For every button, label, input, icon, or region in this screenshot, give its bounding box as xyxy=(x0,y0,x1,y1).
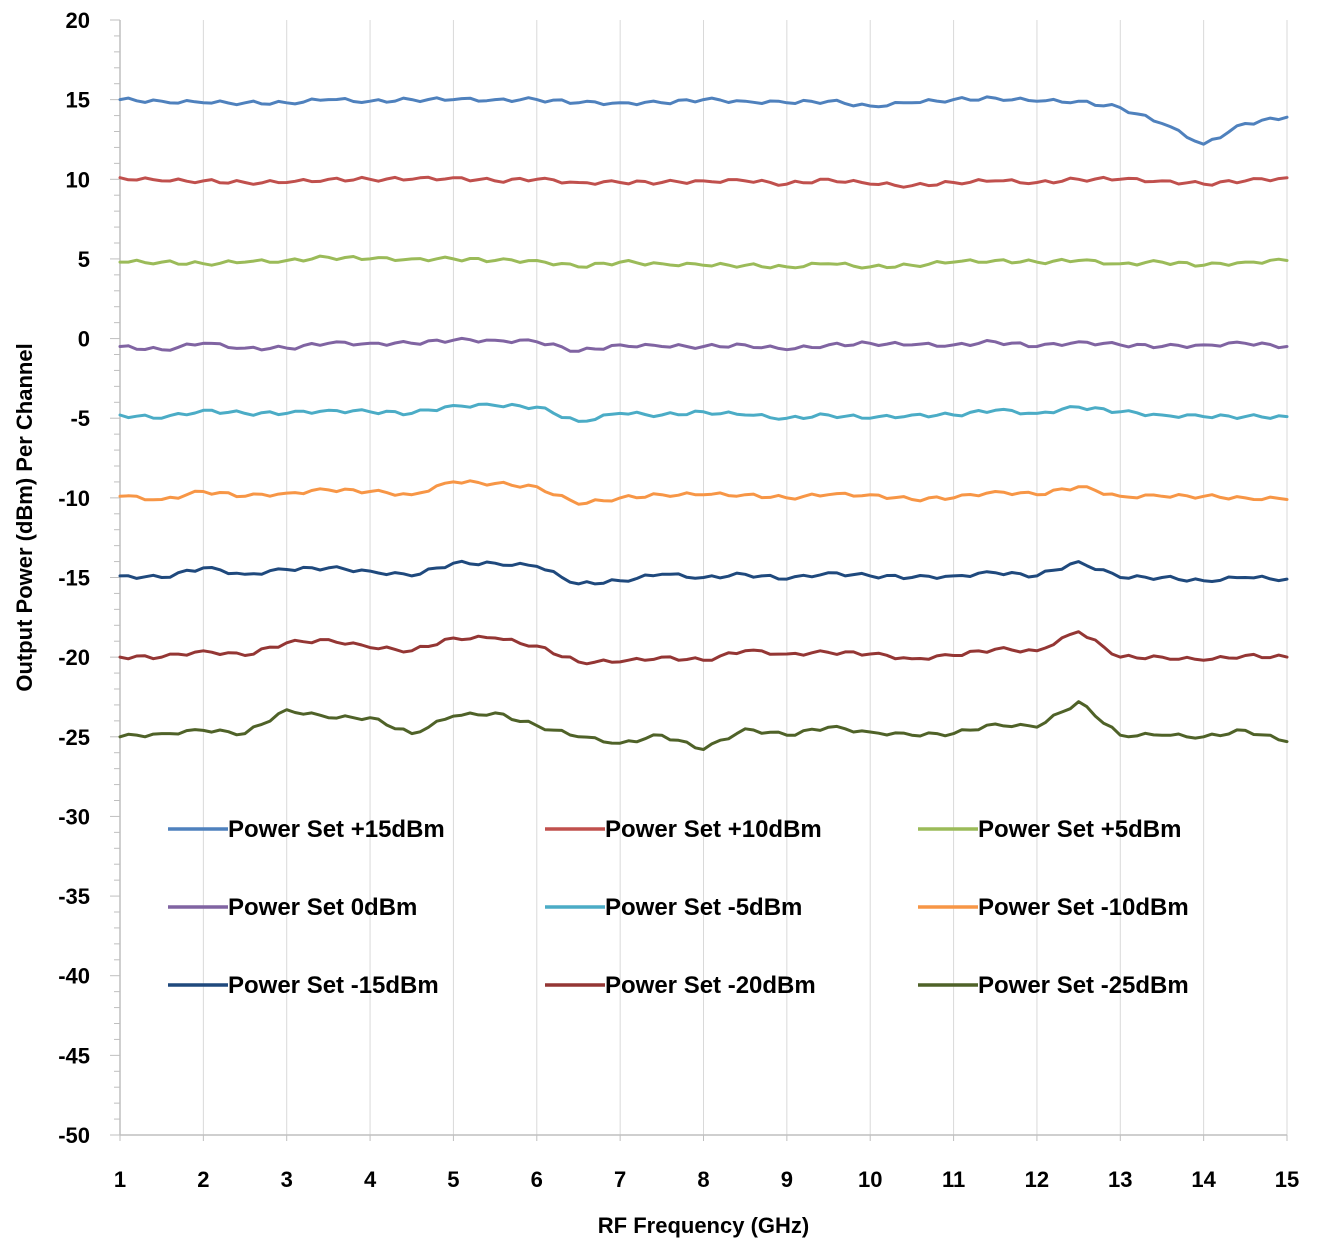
x-tick-label: 5 xyxy=(447,1167,459,1192)
y-tick-label: -50 xyxy=(58,1123,90,1148)
x-tick-label: 12 xyxy=(1025,1167,1049,1192)
x-tick-label: 6 xyxy=(531,1167,543,1192)
x-axis-title: RF Frequency (GHz) xyxy=(598,1213,809,1238)
x-tick-label: 8 xyxy=(697,1167,709,1192)
series-line xyxy=(118,95,1289,146)
series-line xyxy=(118,559,1289,586)
y-tick-label: 0 xyxy=(78,327,90,352)
series-line xyxy=(118,336,1289,353)
legend-label: Power Set -20dBm xyxy=(605,972,816,999)
x-tick-label: 2 xyxy=(197,1167,209,1192)
x-tick-label: 15 xyxy=(1275,1167,1299,1192)
y-tick-label: 5 xyxy=(78,247,90,272)
x-tick-label: 1 xyxy=(114,1167,126,1192)
y-tick-label: -10 xyxy=(58,486,90,511)
series-lines xyxy=(118,95,1289,751)
y-tick-label: -35 xyxy=(58,884,90,909)
y-tick-label: -15 xyxy=(58,566,90,591)
legend-label: Power Set -10dBm xyxy=(978,894,1189,921)
x-tick-label: 11 xyxy=(942,1167,965,1192)
y-tick-label: -30 xyxy=(58,804,90,829)
x-tick-label: 7 xyxy=(614,1167,626,1192)
series-line xyxy=(118,700,1289,751)
x-tick-label: 10 xyxy=(858,1167,882,1192)
legend: Power Set +15dBm Power Set +10dBm Power Se… xyxy=(168,816,1189,999)
legend-label: Power Set +10dBm xyxy=(605,816,822,843)
x-tick-label: 4 xyxy=(364,1167,377,1192)
y-tick-label: -25 xyxy=(58,725,90,750)
legend-label: Power Set +15dBm xyxy=(228,816,445,843)
series-line xyxy=(118,630,1289,666)
x-axis: 1 2 3 4 5 6 7 8 9 10 11 12 13 14 15 xyxy=(114,1134,1299,1192)
y-tick-label: -40 xyxy=(58,964,90,989)
y-tick-label: 10 xyxy=(66,167,90,192)
x-tick-label: 13 xyxy=(1108,1167,1132,1192)
legend-label: Power Set -5dBm xyxy=(605,894,802,921)
legend-label: Power Set -15dBm xyxy=(228,972,439,999)
x-tick-label: 9 xyxy=(781,1167,793,1192)
series-line xyxy=(118,175,1289,189)
grid-lines xyxy=(202,20,1288,1135)
series-line xyxy=(118,402,1289,423)
y-tick-label: -20 xyxy=(58,645,90,670)
y-axis-title: Output Power (dBm) Per Channel xyxy=(12,343,37,691)
legend-label: Power Set +5dBm xyxy=(978,816,1181,843)
x-tick-label: 3 xyxy=(281,1167,293,1192)
y-axis: 20 15 10 5 0 -5 -10 -15 -20 -25 -30 -35 -40 -45 -50 xyxy=(58,8,121,1148)
series-line xyxy=(118,479,1289,506)
legend-label: Power Set -25dBm xyxy=(978,972,1189,999)
y-tick-label: 15 xyxy=(66,88,90,113)
y-tick-label: 20 xyxy=(66,8,90,33)
series-line xyxy=(118,254,1289,270)
legend-label: Power Set 0dBm xyxy=(228,894,417,921)
x-tick-label: 14 xyxy=(1191,1167,1216,1192)
y-tick-label: -45 xyxy=(58,1043,90,1068)
y-tick-label: -5 xyxy=(70,406,90,431)
